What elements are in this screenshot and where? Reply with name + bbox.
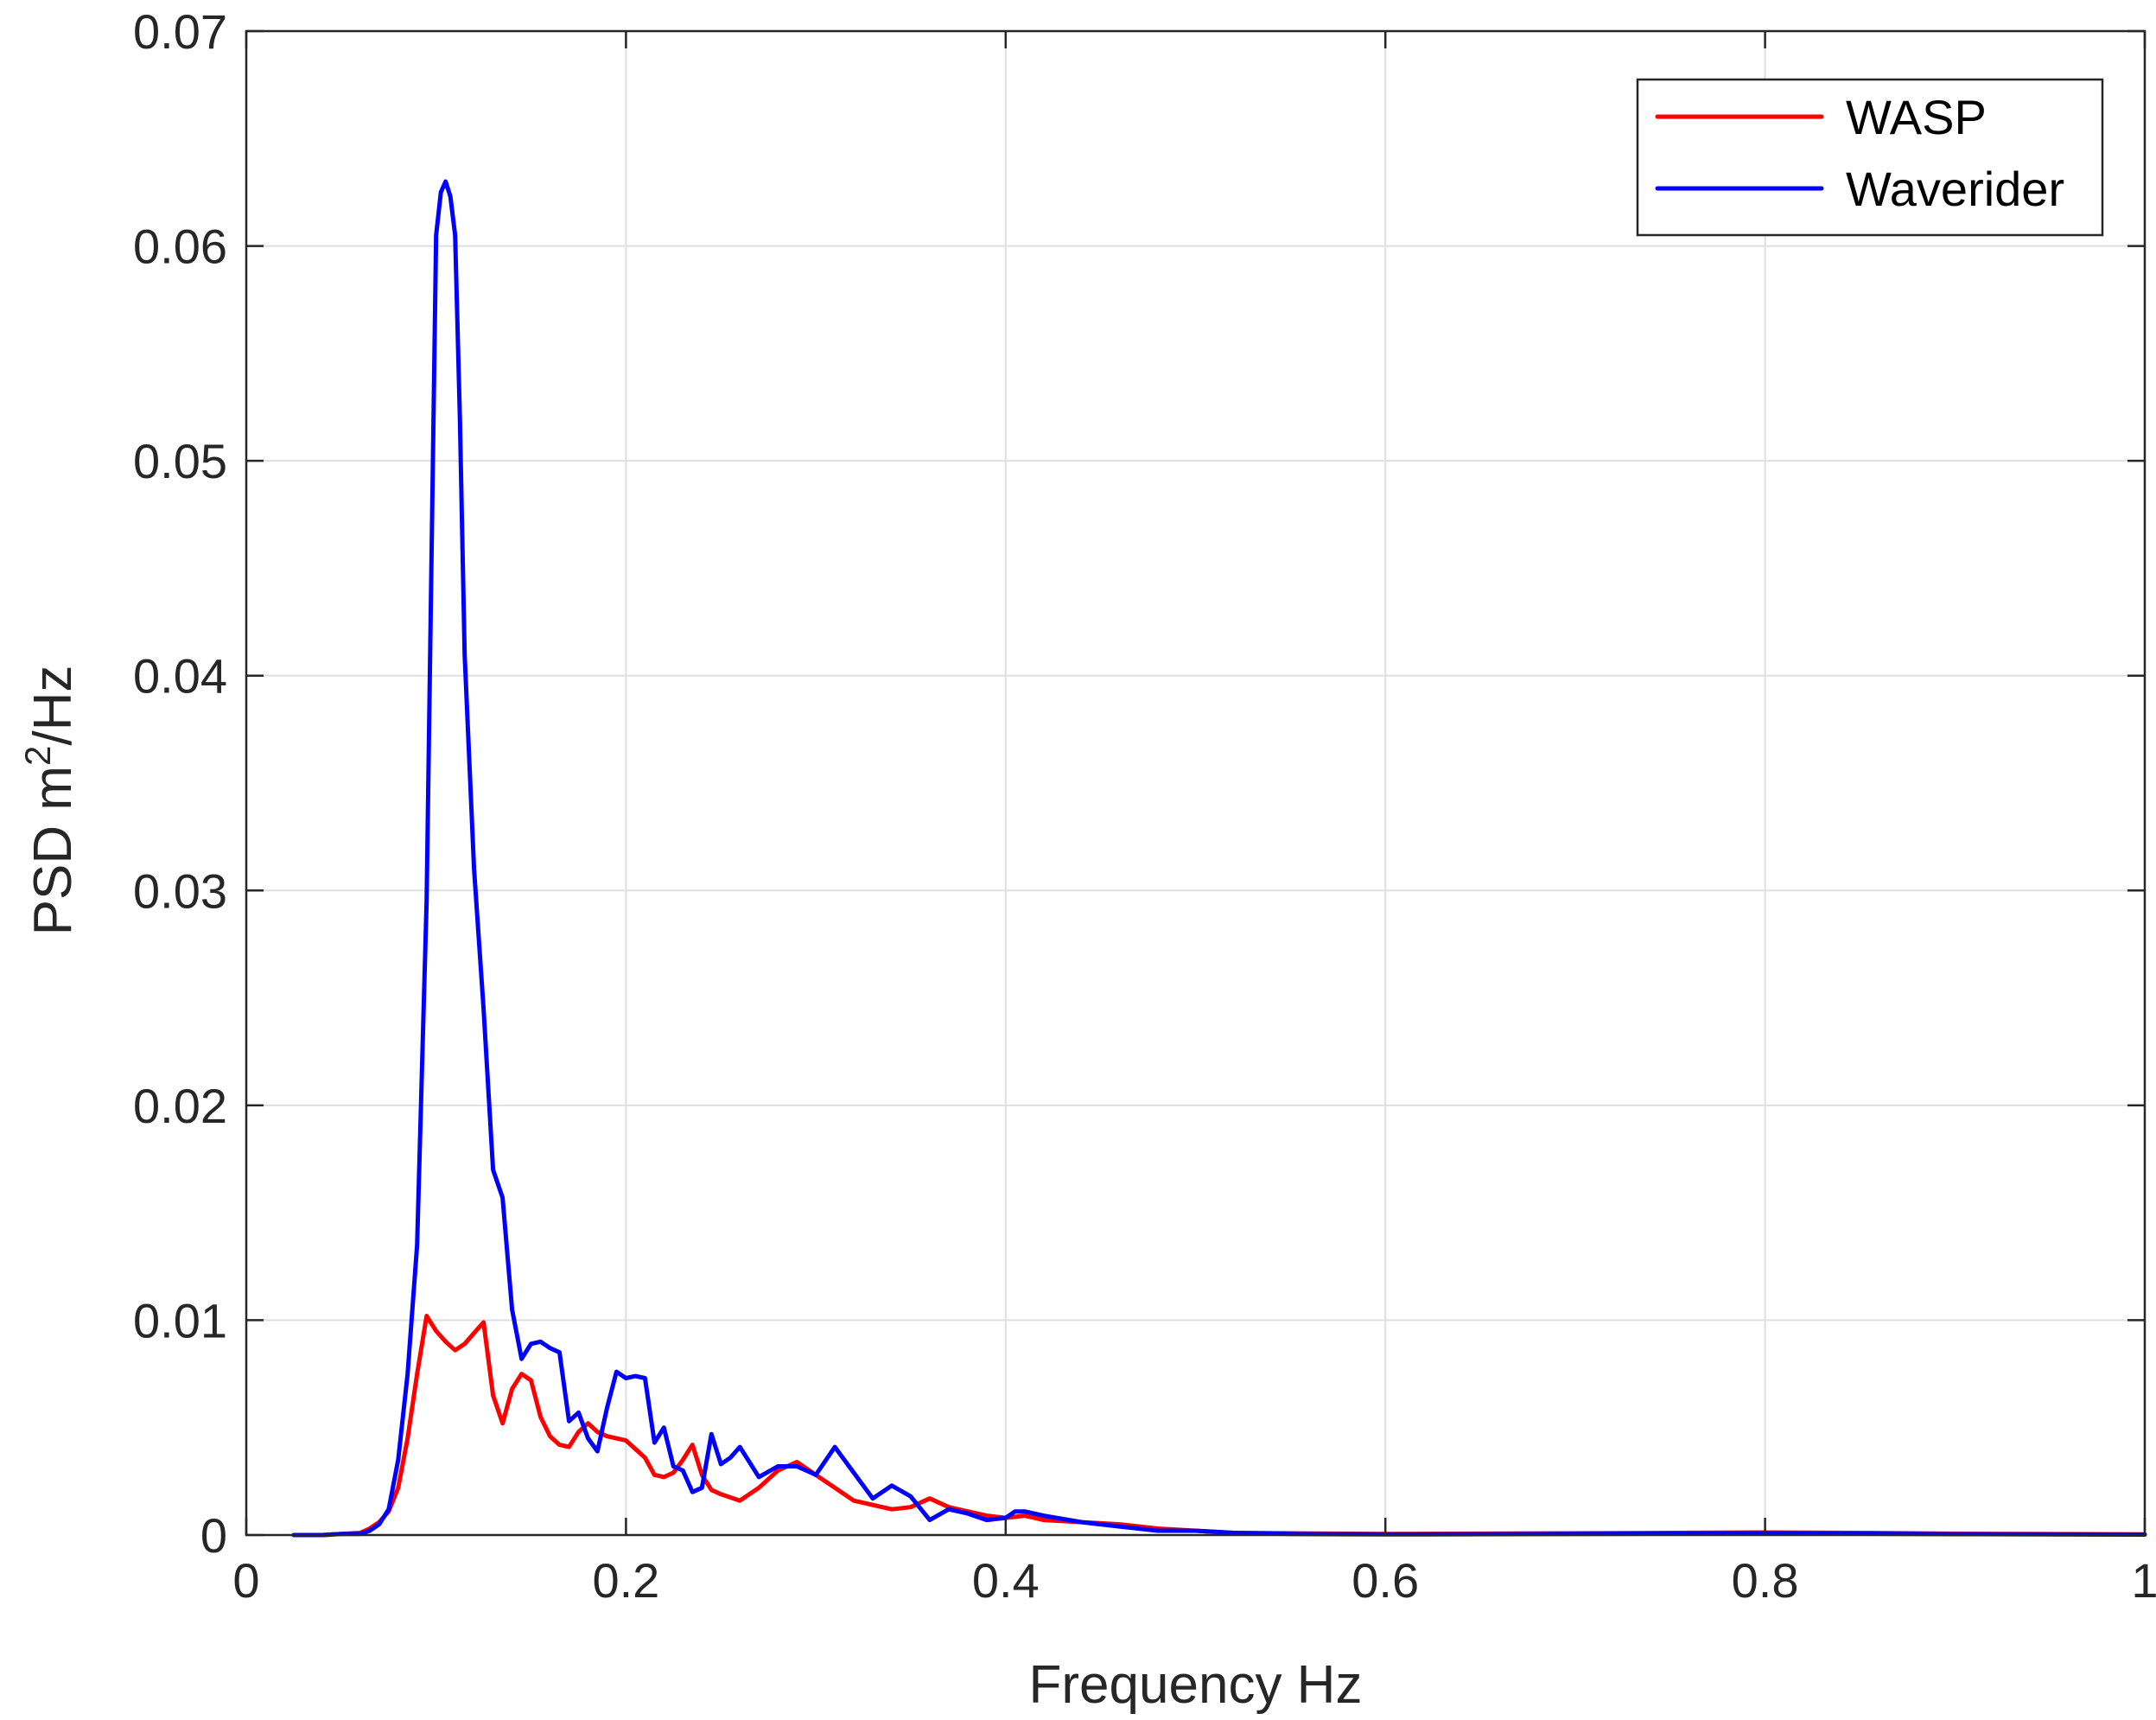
y-tick-label: 0.02 bbox=[133, 1079, 227, 1133]
y-tick-label: 0.05 bbox=[133, 434, 227, 488]
axis-ticks bbox=[245, 29, 2146, 1537]
y-tick-label: 0.03 bbox=[133, 863, 227, 918]
y-axis-label-main: PSD m bbox=[23, 766, 83, 935]
y-tick-label: 0.07 bbox=[133, 4, 227, 59]
y-axis-label: PSD m2/Hz bbox=[17, 666, 83, 936]
series-line-waverider bbox=[291, 179, 2147, 1538]
grid bbox=[246, 31, 2145, 1535]
legend-box bbox=[1636, 78, 2104, 237]
x-tick-label: 1 bbox=[2131, 1553, 2156, 1608]
axes-frame bbox=[245, 29, 2146, 1537]
tick-labels: 0 0.2 0.4 0.6 0.8 1 0 0.01 0.02 0.03 0.04 0.05 0.06 0… bbox=[133, 4, 2156, 1608]
x-tick-label: 0.6 bbox=[1351, 1553, 1419, 1608]
y-tick-label: 0.06 bbox=[133, 220, 227, 274]
x-tick-label: 0.4 bbox=[972, 1553, 1040, 1608]
series-line-wasp bbox=[291, 1314, 2147, 1538]
x-axis-label: Frequency Hz bbox=[1029, 1655, 1363, 1715]
legend-label-wasp: WASP bbox=[1846, 90, 1987, 144]
series-lines bbox=[291, 179, 2147, 1538]
y-tick-label: 0 bbox=[200, 1508, 227, 1563]
y-axis-label-superscript: 2 bbox=[17, 746, 58, 766]
y-axis-label-suffix: /Hz bbox=[23, 666, 83, 746]
y-tick-label: 0.01 bbox=[133, 1293, 227, 1347]
legend: WASP Waverider bbox=[1636, 78, 2104, 237]
x-tick-label: 0.8 bbox=[1732, 1553, 1799, 1608]
x-tick-label: 0.2 bbox=[592, 1553, 659, 1608]
y-tick-label: 0.04 bbox=[133, 649, 227, 704]
x-tick-label: 0 bbox=[232, 1553, 259, 1608]
legend-label-waverider: Waverider bbox=[1846, 162, 2064, 216]
